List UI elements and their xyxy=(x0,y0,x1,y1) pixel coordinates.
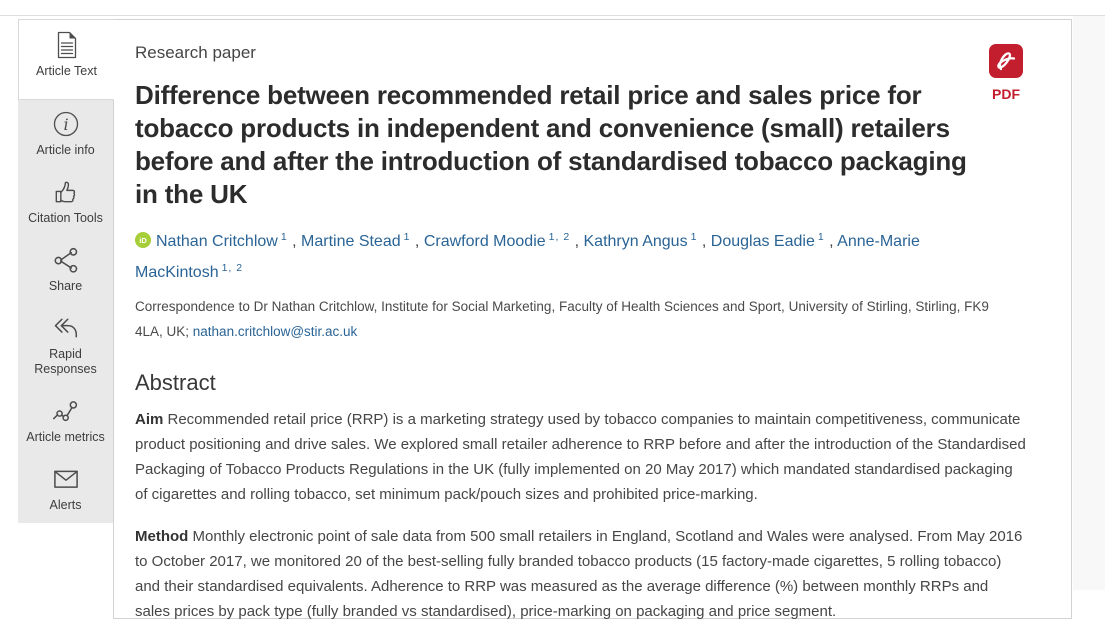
info-icon: i xyxy=(53,111,78,137)
author: Douglas Eadie 1 xyxy=(710,230,837,251)
author-link[interactable]: Kathryn Angus xyxy=(583,233,688,251)
envelope-icon xyxy=(53,470,78,488)
tab-share[interactable]: Share xyxy=(18,236,113,304)
tab-citation-tools[interactable]: Citation Tools xyxy=(18,168,113,236)
author: Crawford Moodie 1, 2 xyxy=(423,230,584,251)
abstract-heading: Abstract xyxy=(135,370,216,396)
pdf-label: PDF xyxy=(992,86,1020,102)
author-link[interactable]: Crawford Moodie xyxy=(423,233,546,251)
reply-arrows-icon xyxy=(54,318,77,338)
tab-group: i Article info Citation Tools Share xyxy=(18,100,113,523)
author-list: iD Nathan Critchlow1Martine Stead1Crawfo… xyxy=(135,226,940,288)
tab-alerts[interactable]: Alerts xyxy=(18,455,113,523)
author-affiliation: 1 xyxy=(280,230,288,243)
orcid-icon[interactable]: iD xyxy=(135,232,151,249)
tab-article-info[interactable]: i Article info xyxy=(18,100,113,168)
share-icon xyxy=(54,247,77,273)
correspondence-text: Correspondence to Dr Nathan Critchlow, I… xyxy=(135,299,989,340)
thumbs-up-icon xyxy=(55,181,75,203)
author: Anne-Marie MacKintosh 1, 2 xyxy=(135,233,920,281)
tab-label: Article info xyxy=(36,143,95,157)
tab-article-metrics[interactable]: Article metrics xyxy=(18,387,113,455)
correspondence: Correspondence to Dr Nathan Critchlow, I… xyxy=(135,295,1003,345)
tab-label: Share xyxy=(48,279,83,293)
tab-rapid-responses[interactable]: Rapid Responses xyxy=(18,304,113,387)
abstract-method-label: Method xyxy=(135,528,189,546)
tab-label: Alerts xyxy=(49,498,82,512)
metrics-icon xyxy=(52,401,77,422)
article-title: Difference between recommended retail pr… xyxy=(135,80,967,210)
page-top-divider xyxy=(0,15,1105,16)
tab-article-text[interactable]: Article Text xyxy=(18,19,114,100)
author-link[interactable]: Martine Stead xyxy=(301,233,401,251)
author-link[interactable]: Nathan Critchlow xyxy=(156,233,278,251)
author-affiliation: 1, 2 xyxy=(548,230,571,243)
author: Kathryn Angus 1 xyxy=(583,230,711,251)
article-content-panel: PDF Research paper Difference between re… xyxy=(113,19,1072,620)
tab-label: Article Text xyxy=(36,64,97,78)
article-category: Research paper xyxy=(135,43,256,62)
author-affiliation: 1 xyxy=(690,230,698,243)
abstract-method-paragraph: Method Monthly electronic point of sale … xyxy=(135,524,1026,624)
pdf-icon xyxy=(989,44,1023,78)
abstract-aim-text: Recommended retail price (RRP) is a mark… xyxy=(135,411,1026,504)
download-pdf-button[interactable]: PDF xyxy=(985,43,1027,102)
author: Nathan Critchlow 1 xyxy=(156,230,301,251)
document-icon xyxy=(57,31,76,59)
tab-label: Rapid Responses xyxy=(34,347,97,376)
abstract-aim-paragraph: Aim Recommended retail price (RRP) is a … xyxy=(135,407,1026,507)
correspondence-email-link[interactable]: nathan.critchlow@stir.ac.uk xyxy=(192,324,358,340)
abstract-aim-label: Aim xyxy=(135,411,164,429)
author-affiliation: 1 xyxy=(403,230,411,243)
author-affiliation: 1, 2 xyxy=(221,261,244,274)
author-link[interactable]: Douglas Eadie xyxy=(710,233,815,251)
page-right-gutter xyxy=(1073,16,1105,590)
svg-text:i: i xyxy=(63,115,68,134)
tab-label: Citation Tools xyxy=(28,211,103,225)
article-tab-strip: Article Text i Article info Citation Too… xyxy=(18,19,114,523)
author: Martine Stead 1 xyxy=(301,230,424,251)
author-link[interactable]: Anne-Marie MacKintosh xyxy=(135,233,920,282)
tab-label: Article metrics xyxy=(26,430,105,444)
author-affiliation: 1 xyxy=(817,230,825,243)
svg-text:iD: iD xyxy=(139,236,147,245)
abstract-method-text: Monthly electronic point of sale data fr… xyxy=(135,528,1023,621)
